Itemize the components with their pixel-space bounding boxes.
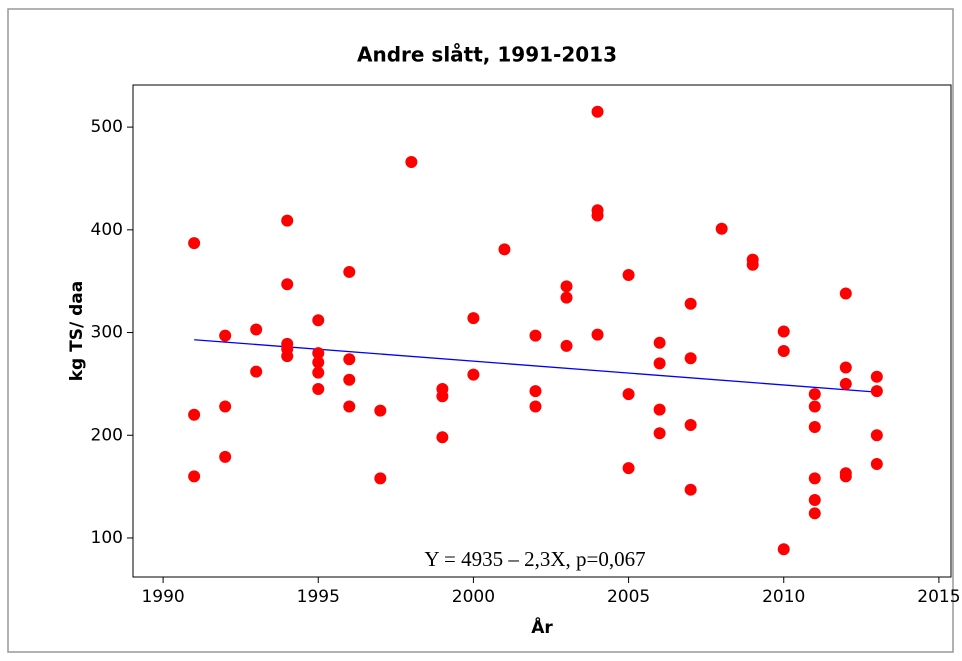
point xyxy=(808,472,821,485)
point xyxy=(591,209,604,222)
x-tick-label: 1990 xyxy=(141,587,184,607)
y-tick-label: 300 xyxy=(91,323,123,343)
point xyxy=(684,418,697,431)
point xyxy=(653,427,666,440)
x-tick-label: 1995 xyxy=(297,587,340,607)
point xyxy=(312,383,325,396)
x-axis-label: År xyxy=(531,615,553,638)
point xyxy=(312,347,325,360)
point xyxy=(374,404,387,417)
point xyxy=(839,361,852,374)
point xyxy=(188,237,201,250)
y-tick-label: 100 xyxy=(91,528,123,548)
point xyxy=(467,312,480,325)
point xyxy=(653,357,666,370)
point xyxy=(560,280,573,293)
point xyxy=(870,370,883,383)
point xyxy=(777,543,790,556)
point xyxy=(622,462,635,475)
point xyxy=(808,493,821,506)
point xyxy=(188,470,201,483)
y-tick-label: 200 xyxy=(91,425,123,445)
point xyxy=(622,388,635,401)
y-axis-label: kg TS/ daa xyxy=(67,281,87,381)
point xyxy=(250,365,263,378)
point xyxy=(839,470,852,483)
point xyxy=(777,325,790,338)
point xyxy=(591,328,604,341)
point xyxy=(653,403,666,416)
x-tick-label: 2000 xyxy=(452,587,495,607)
point xyxy=(219,450,232,463)
point xyxy=(529,385,542,398)
point xyxy=(684,352,697,365)
point xyxy=(870,429,883,442)
point xyxy=(312,366,325,379)
point xyxy=(653,336,666,349)
point xyxy=(839,377,852,390)
point xyxy=(250,323,263,336)
point xyxy=(746,258,759,271)
x-tick-label: 2010 xyxy=(762,587,805,607)
point xyxy=(281,214,294,227)
point xyxy=(467,368,480,381)
point xyxy=(343,265,356,278)
point xyxy=(715,222,728,235)
point xyxy=(808,507,821,520)
point xyxy=(777,345,790,358)
point xyxy=(870,458,883,471)
point xyxy=(808,388,821,401)
point xyxy=(684,483,697,496)
chart-title: Andre slått, 1991-2013 xyxy=(357,43,617,67)
point xyxy=(188,408,201,421)
point xyxy=(436,431,449,444)
point xyxy=(529,329,542,342)
point xyxy=(684,297,697,310)
point xyxy=(591,105,604,118)
x-tick-label: 2005 xyxy=(607,587,650,607)
x-tick-label: 2015 xyxy=(917,587,960,607)
point xyxy=(219,329,232,342)
regression-line xyxy=(194,339,877,393)
point xyxy=(405,156,418,169)
point xyxy=(498,243,511,256)
point xyxy=(560,339,573,352)
y-tick-label: 400 xyxy=(91,220,123,240)
y-tick-label: 500 xyxy=(91,117,123,137)
point xyxy=(281,350,294,363)
point xyxy=(529,400,542,413)
point xyxy=(622,269,635,282)
equation-annotation: Y = 4935 – 2,3X, p=0,067 xyxy=(424,547,645,571)
point xyxy=(219,400,232,413)
point xyxy=(808,400,821,413)
point xyxy=(312,314,325,327)
point xyxy=(808,421,821,434)
point xyxy=(281,278,294,291)
point xyxy=(312,356,325,369)
point xyxy=(870,385,883,398)
point xyxy=(436,390,449,403)
point xyxy=(839,287,852,300)
point xyxy=(560,291,573,304)
point xyxy=(343,353,356,366)
point xyxy=(343,400,356,413)
point xyxy=(343,373,356,386)
point xyxy=(374,472,387,485)
